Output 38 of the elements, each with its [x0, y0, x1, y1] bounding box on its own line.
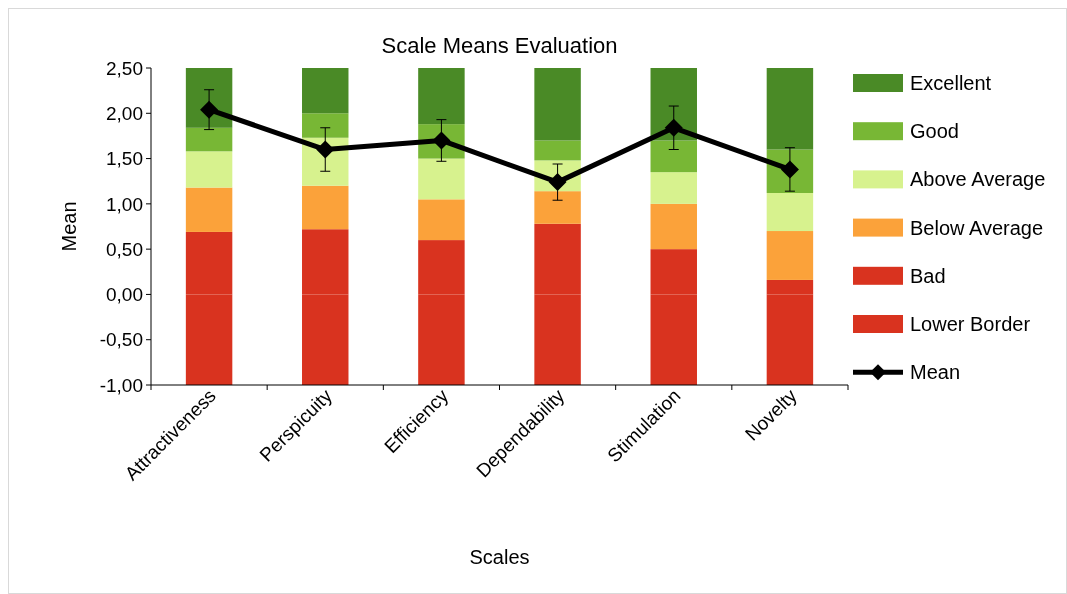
- bar: [302, 113, 349, 138]
- bar: [185, 151, 233, 188]
- legend-label: Bad: [910, 264, 946, 287]
- bar: [185, 187, 233, 232]
- bar: [534, 191, 581, 224]
- legend-label: Excellent: [910, 72, 992, 94]
- y-tick-label: 0,00: [106, 284, 143, 306]
- point: [316, 140, 335, 159]
- y-tick-label: 2,00: [106, 102, 143, 124]
- bar: [766, 231, 814, 280]
- y-tick-label: 0,50: [106, 238, 143, 260]
- x-axis-title: Scales: [469, 546, 530, 568]
- legend-label: Above Average: [910, 168, 1046, 191]
- bar: [418, 68, 465, 125]
- y-tick-label: 1,00: [106, 193, 143, 215]
- bar: [418, 199, 465, 241]
- point: [664, 118, 683, 137]
- legend-label: Below Average: [910, 216, 1044, 239]
- bar: [766, 192, 814, 232]
- bar: [302, 68, 349, 114]
- legend-label: Good: [910, 120, 959, 143]
- bar: [766, 68, 814, 150]
- bar: [650, 172, 697, 204]
- chart-title: Scale Means Evaluation: [381, 33, 618, 58]
- y-tick-label: 1,50: [106, 148, 143, 170]
- y-tick-label: -0,50: [99, 329, 143, 351]
- legend-label: Lower Border: [910, 313, 1031, 335]
- bar: [534, 68, 581, 141]
- bar: [534, 140, 581, 161]
- y-tick-label: 2,50: [106, 57, 143, 79]
- legend-label: Mean: [910, 361, 961, 384]
- bar: [185, 127, 233, 152]
- bar: [302, 185, 349, 230]
- point: [200, 100, 219, 119]
- bar: [418, 158, 465, 200]
- bar: [650, 203, 697, 250]
- bar: [650, 140, 697, 173]
- y-axis-title: Mean: [58, 201, 80, 252]
